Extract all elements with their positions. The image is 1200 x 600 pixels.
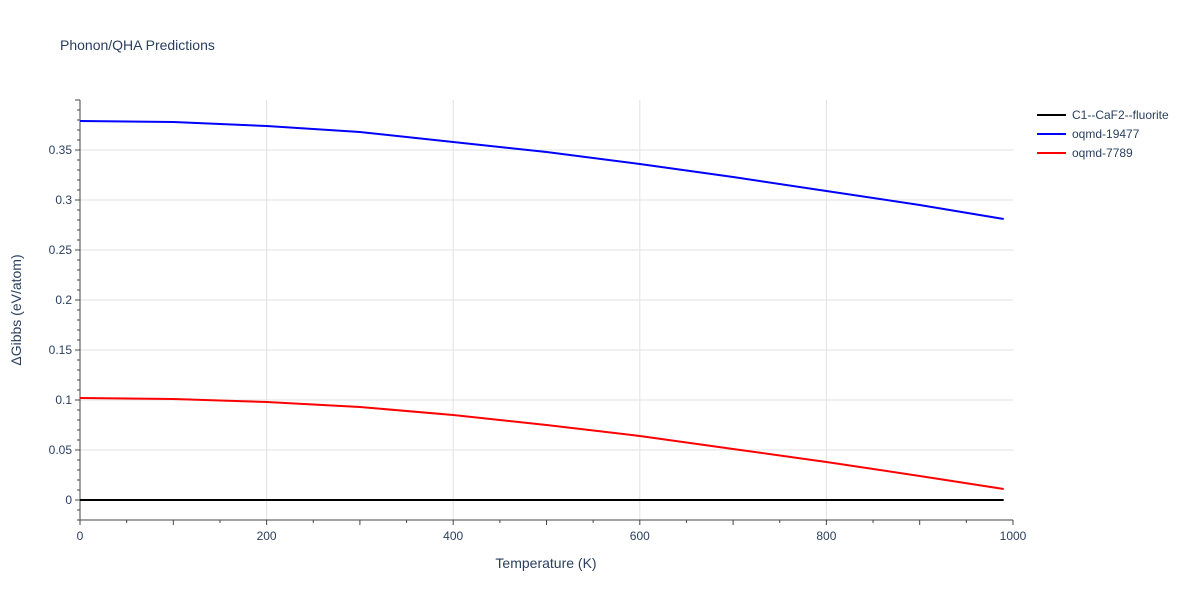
y-axis-title: ΔGibbs (eV/atom) xyxy=(8,254,24,365)
y-tick-label: 0.35 xyxy=(49,143,73,157)
y-tick-label: 0.2 xyxy=(55,293,72,307)
y-tick-label: 0.3 xyxy=(55,193,72,207)
legend-item[interactable]: oqmd-7789 xyxy=(1037,146,1133,160)
x-tick-label: 0 xyxy=(77,529,84,543)
x-tick-label: 800 xyxy=(816,529,836,543)
x-axis-title: Temperature (K) xyxy=(495,555,596,571)
y-tick-label: 0 xyxy=(65,493,72,507)
x-tick-label: 600 xyxy=(630,529,650,543)
y-tick-label: 0.25 xyxy=(49,243,73,257)
chart-title: Phonon/QHA Predictions xyxy=(60,37,215,53)
series-line-oqmd-7789[interactable] xyxy=(79,397,1004,490)
x-tick-label: 400 xyxy=(443,529,463,543)
grid xyxy=(80,100,1013,520)
y-tick-label: 0.05 xyxy=(49,443,73,457)
y-tick-label: 0.1 xyxy=(55,393,72,407)
series-layer xyxy=(79,120,1004,501)
legend-item[interactable]: oqmd-19477 xyxy=(1037,127,1140,141)
legend-label: C1--CaF2--fluorite xyxy=(1072,108,1169,122)
x-tick-label: 200 xyxy=(257,529,277,543)
series-line-oqmd-19477[interactable] xyxy=(79,120,1004,220)
legend-label: oqmd-7789 xyxy=(1072,146,1133,160)
x-tick-label: 1000 xyxy=(1000,529,1027,543)
axes: 0 200 400 600 800 1000 0 0.05 0.1 0.15 0.2 0.25 0.3 0… xyxy=(49,99,1027,543)
legend-label: oqmd-19477 xyxy=(1072,127,1140,141)
legend-item[interactable]: C1--CaF2--fluorite xyxy=(1037,108,1169,122)
legend[interactable]: C1--CaF2--fluorite oqmd-19477 oqmd-7789 xyxy=(1037,108,1169,160)
y-tick-label: 0.15 xyxy=(49,343,73,357)
